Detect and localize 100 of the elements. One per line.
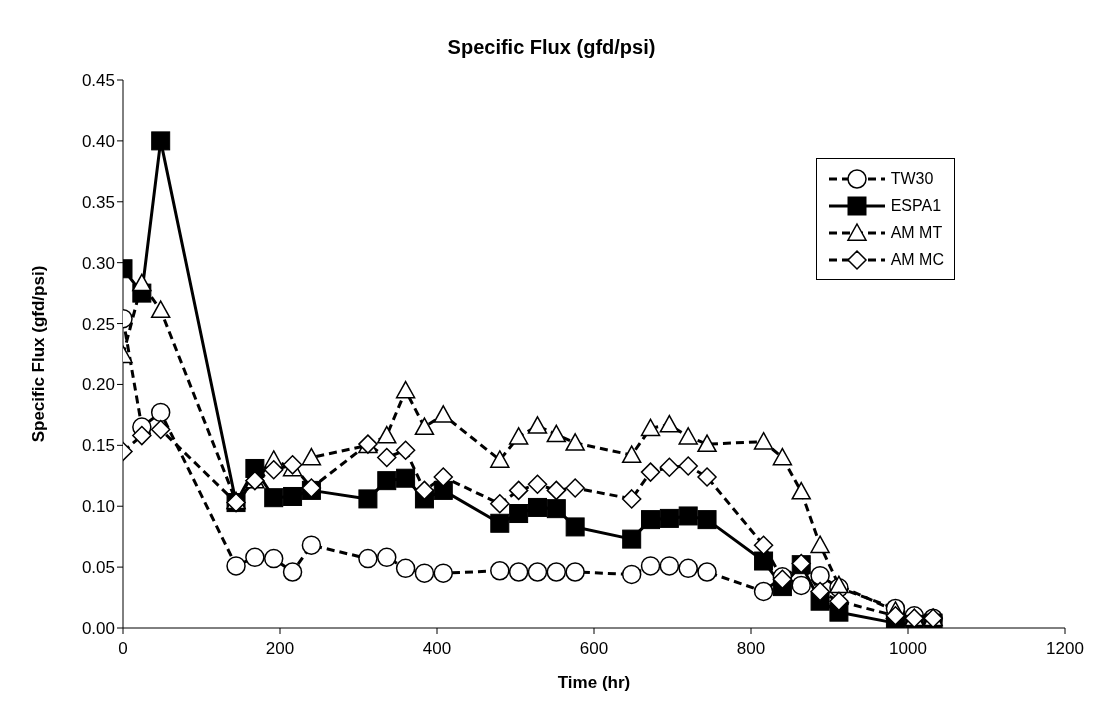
x-tick-label: 1000 bbox=[889, 639, 927, 658]
point bbox=[396, 468, 416, 488]
x-tick-label: 200 bbox=[265, 639, 295, 658]
point bbox=[245, 547, 265, 568]
y-tick-label: 0.10 bbox=[81, 497, 115, 517]
y-axis-title: Specific Flux (gfd/psi) bbox=[29, 265, 49, 443]
point bbox=[546, 480, 567, 501]
point bbox=[508, 480, 529, 501]
y-tick-label: 0.15 bbox=[81, 436, 115, 456]
point bbox=[754, 551, 774, 571]
point bbox=[772, 447, 793, 466]
y-tick-label: 0.35 bbox=[81, 192, 115, 212]
point bbox=[697, 434, 717, 453]
point bbox=[621, 489, 642, 509]
point bbox=[885, 606, 906, 626]
point bbox=[414, 417, 435, 436]
x-axis-title: Time (hr) bbox=[557, 673, 631, 692]
point bbox=[527, 416, 548, 434]
point bbox=[377, 471, 397, 491]
point bbox=[264, 488, 284, 508]
point bbox=[678, 427, 698, 445]
point bbox=[565, 517, 585, 537]
point bbox=[753, 431, 774, 450]
point bbox=[490, 494, 510, 514]
point bbox=[753, 535, 774, 555]
point bbox=[377, 425, 397, 444]
y-tick-label: 0.45 bbox=[81, 71, 115, 91]
y-tick-label: 0.30 bbox=[81, 253, 115, 273]
legend-label: AM MC bbox=[890, 250, 944, 269]
point bbox=[659, 508, 679, 528]
point bbox=[678, 506, 698, 526]
point bbox=[395, 440, 416, 460]
x-tick-label: 800 bbox=[736, 639, 766, 658]
point bbox=[697, 562, 717, 582]
point bbox=[791, 575, 811, 596]
point bbox=[283, 486, 303, 506]
point bbox=[641, 510, 661, 530]
point bbox=[490, 450, 510, 468]
point bbox=[527, 497, 547, 517]
point bbox=[508, 562, 529, 582]
point bbox=[433, 405, 454, 423]
point bbox=[490, 513, 510, 533]
point bbox=[132, 425, 152, 446]
x-tick-label: 0 bbox=[118, 639, 128, 658]
y-tick-label: 0.00 bbox=[81, 619, 115, 639]
point bbox=[358, 548, 378, 569]
legend-label: ESPA1 bbox=[890, 196, 942, 215]
point bbox=[810, 581, 830, 602]
point bbox=[509, 504, 529, 524]
point bbox=[508, 427, 529, 445]
y-tick-label: 0.25 bbox=[81, 314, 115, 334]
point bbox=[150, 300, 171, 319]
point bbox=[414, 563, 435, 583]
point bbox=[226, 556, 246, 576]
chart-title: Specific Flux (gfd/psi) bbox=[446, 35, 657, 60]
y-tick-label: 0.20 bbox=[81, 375, 115, 395]
point bbox=[565, 478, 585, 498]
point bbox=[621, 445, 642, 464]
point bbox=[527, 562, 548, 582]
point bbox=[132, 273, 152, 292]
point bbox=[490, 561, 510, 581]
point bbox=[433, 467, 454, 487]
point bbox=[358, 489, 378, 509]
point bbox=[640, 418, 661, 437]
point bbox=[377, 547, 397, 568]
point bbox=[697, 510, 717, 530]
point bbox=[810, 565, 830, 586]
legend-label: TW30 bbox=[890, 169, 934, 188]
point bbox=[640, 556, 661, 576]
point bbox=[546, 562, 567, 582]
point bbox=[621, 564, 642, 585]
point bbox=[678, 558, 698, 579]
point bbox=[150, 402, 171, 423]
y-tick-label: 0.05 bbox=[81, 558, 115, 578]
point bbox=[377, 447, 397, 468]
x-tick-label: 600 bbox=[579, 639, 609, 658]
point bbox=[546, 424, 567, 443]
point bbox=[829, 591, 849, 611]
point bbox=[527, 474, 548, 495]
point bbox=[791, 481, 811, 500]
point bbox=[395, 380, 416, 399]
point bbox=[395, 558, 416, 579]
point bbox=[565, 433, 585, 451]
point bbox=[659, 414, 680, 433]
x-tick-label: 1200 bbox=[1046, 639, 1084, 658]
point bbox=[151, 131, 171, 151]
point bbox=[546, 499, 566, 519]
point bbox=[565, 562, 585, 582]
point bbox=[640, 462, 661, 482]
point bbox=[659, 457, 680, 477]
point bbox=[678, 456, 698, 476]
point bbox=[282, 562, 303, 582]
point bbox=[659, 556, 680, 576]
point bbox=[150, 419, 171, 440]
point bbox=[301, 535, 322, 555]
point bbox=[414, 480, 435, 501]
point bbox=[810, 535, 830, 554]
point bbox=[622, 529, 642, 549]
point bbox=[263, 548, 284, 569]
point bbox=[301, 447, 322, 466]
